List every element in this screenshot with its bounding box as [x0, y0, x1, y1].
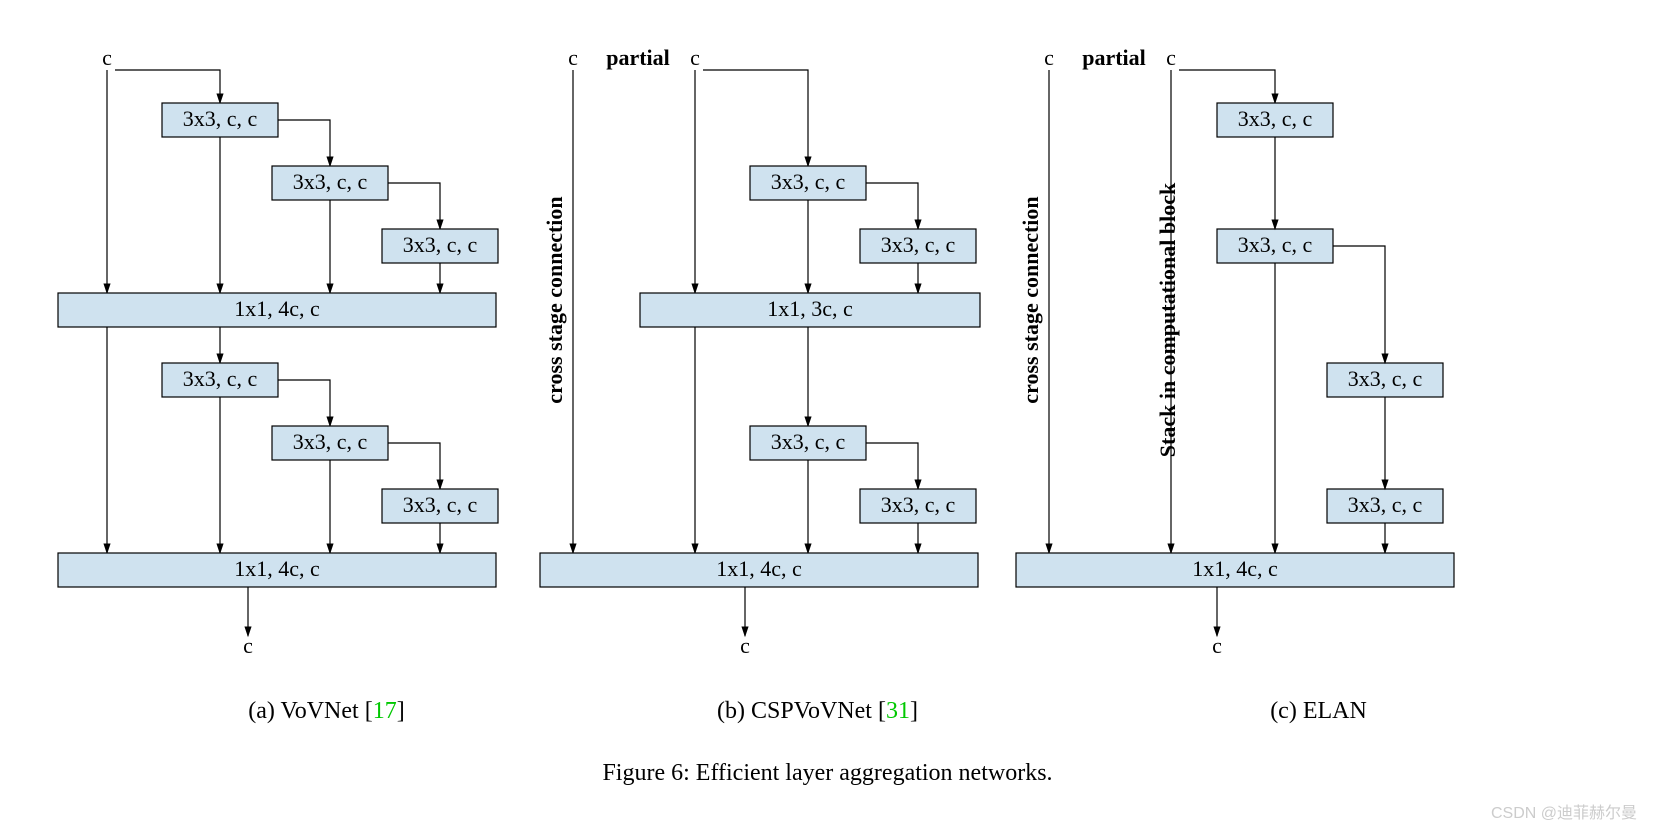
a-agg1-label: 1x1, 4c, c	[234, 296, 320, 321]
a-conv2-1-label: 3x3, c, c	[293, 429, 368, 454]
c-conv-2-label: 3x3, c, c	[1348, 366, 1423, 391]
a-conv1-1-label: 3x3, c, c	[293, 169, 368, 194]
b-conv2-0-label: 3x3, c, c	[771, 429, 846, 454]
a-c-top: c	[102, 45, 112, 70]
c-c-right: c	[1166, 45, 1176, 70]
a-conv2-2-label: 3x3, c, c	[403, 492, 478, 517]
caption-a: (a) VoVNet [17]	[77, 698, 577, 725]
a-conv2-0-next	[278, 380, 330, 426]
b-partial: partial	[606, 45, 670, 70]
b-conv1-1-label: 3x3, c, c	[881, 232, 956, 257]
c-c-bot: c	[1212, 633, 1222, 658]
figure-page: c 3x3, c, c 3x3, c, c 3x3, c, c 1x1, 4c, c 3x…	[0, 0, 1655, 833]
b-c-left: c	[568, 45, 578, 70]
c-stack-label: Stack in computational block	[1155, 182, 1180, 457]
b-c-right: c	[690, 45, 700, 70]
c-1-2	[1333, 246, 1385, 363]
c-conv-3-label: 3x3, c, c	[1348, 492, 1423, 517]
a-in-conv1	[115, 70, 220, 103]
c-in	[1179, 70, 1275, 103]
a-conv2-1-next	[388, 443, 440, 489]
b-conv1-0-next	[866, 183, 918, 229]
a-conv1-1-next	[388, 183, 440, 229]
b-c-bot: c	[740, 633, 750, 658]
c-conv-1-label: 3x3, c, c	[1238, 232, 1313, 257]
b-conv1-0-label: 3x3, c, c	[771, 169, 846, 194]
a-conv1-0-label: 3x3, c, c	[183, 106, 258, 131]
c-c-left: c	[1044, 45, 1054, 70]
c-agg-label: 1x1, 4c, c	[1192, 556, 1278, 581]
watermark: CSDN @迪菲赫尔曼	[1491, 799, 1637, 823]
b-agg1-label: 1x1, 3c, c	[767, 296, 853, 321]
caption-b: (b) CSPVoVNet [31]	[583, 698, 1053, 725]
c-conv-0-label: 3x3, c, c	[1238, 106, 1313, 131]
panel-captions: (a) VoVNet [17] (b) CSPVoVNet [31] (c) E…	[0, 698, 1655, 725]
caption-c: (c) ELAN	[1059, 698, 1579, 725]
b-conv2-1-label: 3x3, c, c	[881, 492, 956, 517]
a-conv1-2-label: 3x3, c, c	[403, 232, 478, 257]
c-cross-label: cross stage connection	[1018, 196, 1043, 403]
b-in-conv1	[703, 70, 808, 166]
c-partial: partial	[1082, 45, 1146, 70]
b-conv2-0-next	[866, 443, 918, 489]
figure-caption: Figure 6: Efficient layer aggregation ne…	[0, 760, 1655, 787]
b-cross-label: cross stage connection	[542, 196, 567, 403]
a-conv1-0-next	[278, 120, 330, 166]
a-conv2-0-label: 3x3, c, c	[183, 366, 258, 391]
a-c-bot: c	[243, 633, 253, 658]
a-agg2-label: 1x1, 4c, c	[234, 556, 320, 581]
b-agg2-label: 1x1, 4c, c	[716, 556, 802, 581]
